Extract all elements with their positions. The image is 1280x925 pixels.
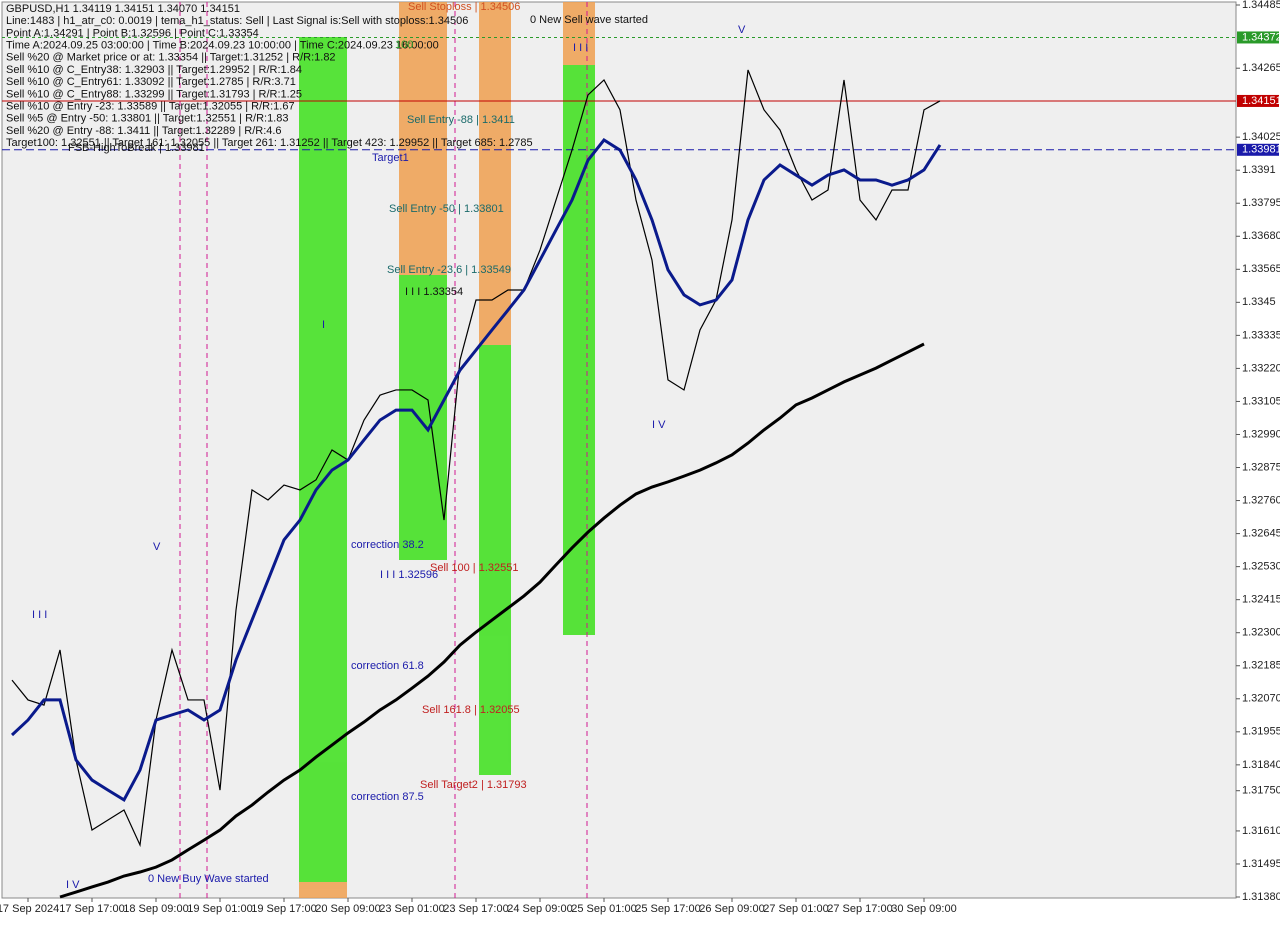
y-tick-label: 1.33565 [1242, 263, 1280, 275]
y-tick-label: 1.33795 [1242, 197, 1280, 209]
x-tick-label: 30 Sep 09:00 [891, 903, 956, 915]
annotation: I I I [573, 42, 588, 54]
info-line: Time A:2024.09.25 03:00:00 | Time B:2024… [6, 40, 439, 52]
x-tick-label: 19 Sep 01:00 [187, 903, 252, 915]
annotation: Sell 161.8 | 1.32055 [422, 704, 520, 716]
annotation: Target1 [372, 152, 409, 164]
level-label: 1.33981 [1242, 144, 1280, 156]
info-line: GBPUSD,H1 1.34119 1.34151 1.34070 1.3415… [6, 3, 240, 15]
level-label: 1.34372 [1242, 31, 1280, 43]
y-tick-label: 1.33105 [1242, 395, 1280, 407]
annotation: I V [652, 419, 666, 431]
zone [563, 65, 595, 635]
y-tick-label: 1.32760 [1242, 494, 1280, 506]
series-line [59, 342, 925, 899]
level-label-box [1237, 94, 1279, 107]
y-tick-label: 1.31495 [1242, 858, 1280, 870]
annotation: I I I 1.32596 [380, 569, 438, 581]
x-tick-label: 27 Sep 17:00 [827, 903, 892, 915]
series-line [11, 69, 941, 848]
y-tick-label: 1.32070 [1242, 693, 1280, 705]
zone [399, 275, 447, 560]
annotation: I I I [32, 609, 47, 621]
info-line: Sell %20 @ Market price or at: 1.33354 |… [6, 52, 336, 64]
annotation: I I I 1.33354 [405, 286, 463, 298]
annotation: V [738, 24, 746, 36]
annotation: correction 61.8 [351, 660, 424, 672]
y-tick-label: 1.31380 [1242, 891, 1280, 903]
series-layer [2, 36, 1236, 899]
x-tick-label: 20 Sep 09:00 [315, 903, 380, 915]
x-tick-label: 26 Sep 09:00 [699, 903, 764, 915]
y-tick-label: 1.32185 [1242, 660, 1280, 672]
y-tick-label: 1.32875 [1242, 461, 1280, 473]
annotation: I V [66, 879, 80, 891]
x-tick-label: 27 Sep 01:00 [763, 903, 828, 915]
x-tick-label: 19 Sep 17:00 [251, 903, 316, 915]
x-tick-label: 18 Sep 09:00 [123, 903, 188, 915]
y-tick-label: 1.31840 [1242, 759, 1280, 771]
info-line: Sell %10 @ C_Entry88: 1.33299 || Target:… [6, 88, 302, 100]
y-tick-label: 1.31610 [1242, 825, 1280, 837]
annotation: FSB-HighToBreak | 1.33981 [68, 142, 205, 154]
y-tick-label: 1.32415 [1242, 594, 1280, 606]
zone [479, 345, 511, 775]
x-tick-label: 17 Sep 17:00 [59, 903, 124, 915]
x-tick-label: 25 Sep 01:00 [571, 903, 636, 915]
series-line [10, 138, 942, 803]
annotation: correction 38.2 [351, 539, 424, 551]
y-tick-label: 1.33220 [1242, 362, 1280, 374]
annotation: 0 New Sell wave started [530, 14, 648, 26]
y-tick-label: 1.3391 [1242, 164, 1276, 176]
x-tick-label: 23 Sep 01:00 [379, 903, 444, 915]
annotation: Sell Entry -23.6 | 1.33549 [387, 264, 511, 276]
x-tick-label: 17 Sep 2024 [0, 903, 59, 915]
info-line: Sell %10 @ C_Entry38: 1.32903 || Target:… [6, 64, 302, 76]
annotation: Sell Entry -88 | 1.3411 [407, 114, 515, 126]
y-tick-label: 1.32300 [1242, 627, 1280, 639]
y-tick-label: 1.32990 [1242, 428, 1280, 440]
info-line: Point A:1.34291 | Point B:1.32596 | Poin… [6, 27, 259, 39]
zone [399, 2, 447, 275]
y-tick-label: 1.31750 [1242, 785, 1280, 797]
info-line: Sell %20 @ Entry -88: 1.3411 || Target:1… [6, 125, 282, 137]
y-tick-label: 1.34265 [1242, 62, 1280, 74]
annotation: I [322, 319, 325, 331]
zone [479, 2, 511, 345]
level-label: 1.34151 [1242, 95, 1280, 107]
annotation: 0 New Buy Wave started [148, 873, 269, 885]
info-line: Sell %10 @ Entry -23: 1.33589 || Target:… [6, 101, 295, 113]
y-tick-label: 1.34025 [1242, 131, 1280, 143]
info-line: Sell %5 @ Entry -50: 1.33801 || Target:1… [6, 113, 288, 125]
zone [299, 37, 347, 882]
y-tick-label: 1.32645 [1242, 527, 1280, 539]
x-tick-label: 24 Sep 09:00 [507, 903, 572, 915]
x-tick-label: 25 Sep 17:00 [635, 903, 700, 915]
x-tick-label: 23 Sep 17:00 [443, 903, 508, 915]
y-tick-label: 1.31955 [1242, 726, 1280, 738]
level-label-box [1237, 143, 1279, 156]
y-tick-label: 1.34485 [1242, 0, 1280, 11]
annotation: Sell 100 | 1.32551 [430, 562, 518, 574]
y-tick-label: 1.3345 [1242, 296, 1276, 308]
y-tick-label: 1.33335 [1242, 329, 1280, 341]
annotation: 100 [395, 39, 413, 51]
annotation: Sell Target2 | 1.31793 [420, 779, 527, 791]
zone [563, 2, 595, 65]
annotation: Sell Stoploss | 1.34506 [408, 1, 520, 13]
info-line: Line:1483 | h1_atr_c0: 0.0019 | tema_h1_… [6, 15, 468, 27]
annotation: correction 87.5 [351, 791, 424, 803]
zone [299, 882, 347, 898]
annotation: V [153, 541, 161, 553]
y-tick-label: 1.32530 [1242, 561, 1280, 573]
annotation: Sell Entry -50 | 1.33801 [389, 203, 504, 215]
label-layer: GBPUSD,H1 1.34119 1.34151 1.34070 1.3415… [6, 1, 746, 891]
info-line: Sell %10 @ C_Entry61: 1.33092 || Target:… [6, 76, 296, 88]
info-line: Target100: 1.32551 || Target 161: 1.3205… [6, 137, 533, 149]
y-tick-label: 1.33680 [1242, 230, 1280, 242]
level-label-box [1237, 31, 1279, 44]
